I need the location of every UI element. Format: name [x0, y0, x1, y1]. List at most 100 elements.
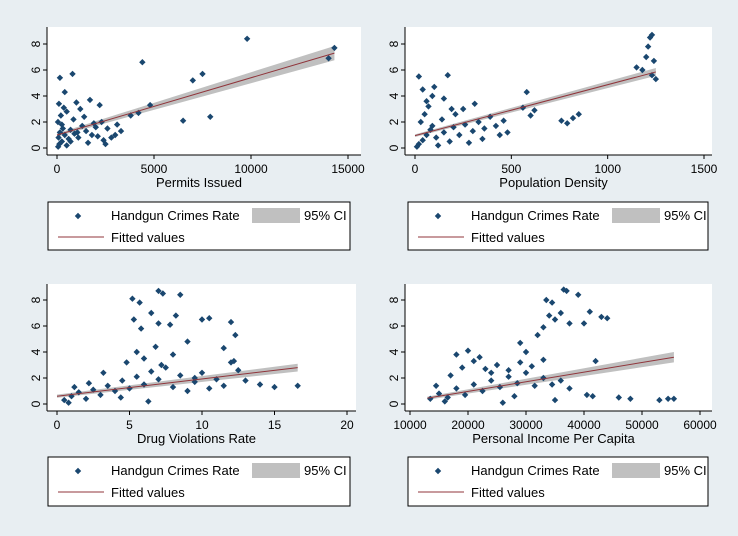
data-point [220, 344, 227, 352]
data-point [444, 394, 451, 401]
data-point [100, 369, 107, 376]
data-point [94, 133, 101, 140]
fitted-line [56, 52, 335, 136]
data-point [488, 377, 495, 384]
data-point [548, 381, 556, 388]
data-point [540, 356, 547, 363]
data-point [119, 377, 126, 384]
data-point [505, 367, 512, 374]
x-tick-label: 40000 [567, 418, 601, 432]
data-point [104, 125, 111, 132]
data-point [471, 100, 478, 107]
y-tick-label: 0 [387, 400, 401, 407]
data-point [448, 105, 455, 113]
data-point [664, 395, 672, 402]
data-point [481, 125, 488, 132]
data-point [69, 70, 76, 78]
legend-label: Fitted values [111, 485, 185, 500]
data-point [592, 357, 599, 365]
data-point [162, 364, 169, 371]
data-point [440, 95, 448, 102]
x-axis-label: Population Density [499, 175, 608, 190]
y-tick-label: 0 [29, 400, 43, 407]
data-point [148, 368, 155, 375]
data-point [61, 88, 68, 96]
data-point [447, 372, 454, 379]
data-point [85, 380, 93, 387]
data-point [604, 315, 611, 322]
y-tick-label: 0 [387, 144, 401, 151]
legend-marker [74, 212, 82, 220]
data-point [517, 359, 524, 366]
data-point [633, 64, 640, 71]
data-point [133, 348, 140, 356]
data-point [96, 101, 103, 109]
x-tick-label: 30000 [509, 418, 543, 432]
data-point [77, 105, 84, 113]
data-point [166, 321, 174, 328]
x-tick-label: 0 [412, 162, 419, 176]
data-point [60, 104, 67, 111]
data-point [519, 104, 527, 111]
data-point [230, 357, 238, 365]
data-point [56, 74, 64, 81]
x-tick-label: 60000 [683, 418, 717, 432]
data-point [159, 290, 167, 297]
data-point [423, 131, 430, 139]
data-point [227, 318, 235, 326]
data-point [566, 320, 573, 327]
data-point [177, 372, 184, 379]
data-point [158, 361, 165, 369]
x-tick-label: 500 [501, 162, 521, 176]
data-point [152, 343, 159, 350]
data-point [464, 347, 472, 354]
data-point [207, 113, 214, 120]
data-point [117, 127, 125, 135]
data-point [425, 103, 432, 110]
data-point [148, 309, 155, 317]
data-point [504, 129, 511, 136]
data-point [557, 309, 564, 317]
y-tick-label: 2 [29, 118, 43, 125]
x-tick-label: 50000 [625, 418, 659, 432]
data-point [56, 129, 64, 136]
data-point [438, 116, 446, 123]
y-tick-label: 2 [387, 118, 401, 125]
data-point [432, 382, 440, 389]
data-point [198, 369, 206, 376]
data-point [575, 111, 582, 118]
data-point [456, 131, 463, 139]
legend-label: 95% CI [664, 208, 707, 223]
y-tick-label: 8 [387, 296, 401, 303]
x-axis-label: Drug Violations Rate [137, 431, 256, 446]
data-point [155, 287, 162, 295]
y-tick-label: 8 [29, 40, 43, 47]
data-point [61, 131, 68, 139]
legend-label: 95% CI [664, 463, 707, 478]
data-point [140, 355, 148, 362]
x-tick-label: 5 [126, 418, 133, 432]
x-tick-label: 10 [195, 418, 209, 432]
data-point [528, 363, 535, 370]
data-point [476, 354, 483, 361]
x-tick-label: 20000 [451, 418, 485, 432]
x-axis-label: Permits Issued [156, 175, 242, 190]
data-point [492, 122, 500, 130]
x-tick-label: 10000 [393, 418, 427, 432]
x-tick-label: 15000 [331, 162, 365, 176]
legend-ci-swatch [252, 463, 300, 478]
legend-label: Fitted values [471, 230, 545, 245]
data-point [470, 381, 477, 388]
data-point [522, 348, 530, 356]
data-point [113, 121, 121, 128]
data-point [499, 399, 506, 406]
y-tick-label: 6 [387, 66, 401, 73]
data-point [140, 381, 148, 388]
legend-marker [74, 467, 82, 475]
data-point [551, 316, 559, 323]
data-point [441, 398, 448, 405]
legend-label: Handgun Crimes Rate [471, 208, 600, 223]
data-point [639, 66, 646, 74]
data-point [469, 127, 476, 135]
data-point [133, 373, 140, 380]
